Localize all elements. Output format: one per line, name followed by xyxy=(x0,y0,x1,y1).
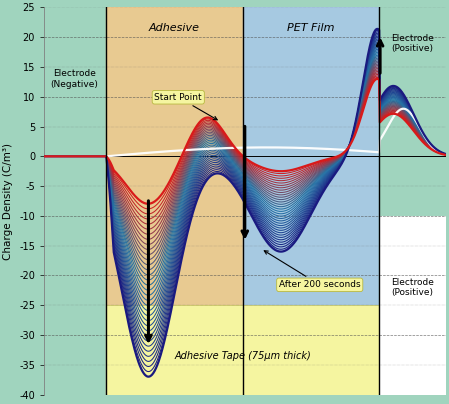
Bar xyxy=(379,7,445,395)
Bar xyxy=(106,305,379,395)
Text: Electrode
(Positive): Electrode (Positive) xyxy=(391,34,434,53)
Bar xyxy=(44,7,106,395)
Text: Adhesive: Adhesive xyxy=(149,23,200,33)
Bar xyxy=(106,7,243,395)
Text: After 200 seconds: After 200 seconds xyxy=(264,251,361,289)
Text: Start Point: Start Point xyxy=(154,93,217,120)
Text: Electrode
(Negative): Electrode (Negative) xyxy=(50,69,98,88)
Text: Adhesive Tape (75μm thick): Adhesive Tape (75μm thick) xyxy=(174,351,311,361)
Text: PET Film: PET Film xyxy=(287,23,335,33)
Text: Electrode
(Positive): Electrode (Positive) xyxy=(391,278,434,297)
Y-axis label: Charge Density (C/m³): Charge Density (C/m³) xyxy=(4,143,13,259)
Bar xyxy=(243,7,379,395)
Bar xyxy=(379,216,445,395)
